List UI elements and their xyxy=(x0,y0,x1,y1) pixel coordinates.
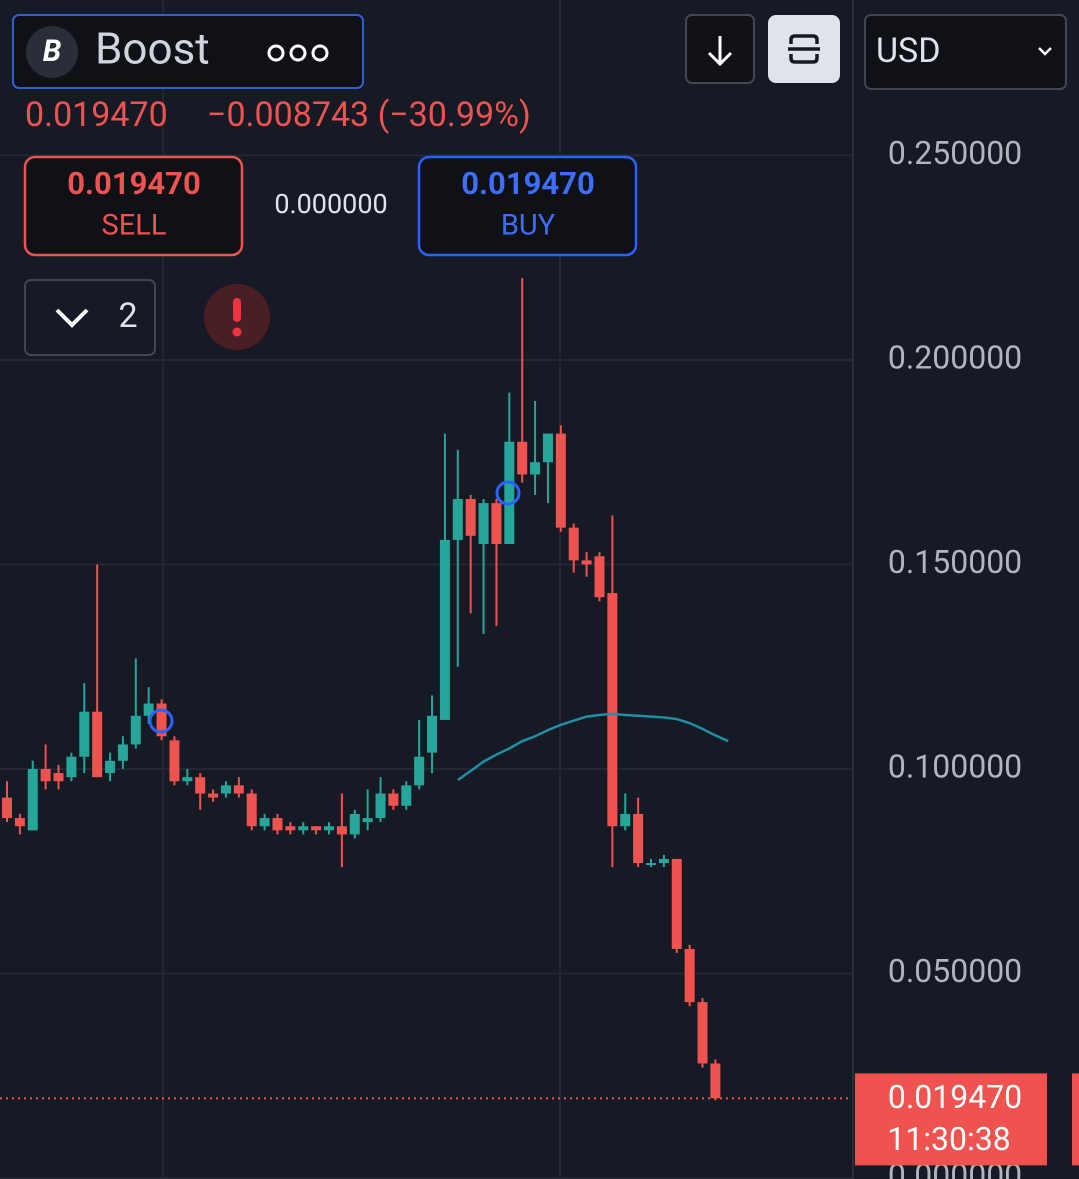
candle-body xyxy=(530,462,541,475)
last-price-tag xyxy=(855,1073,1047,1166)
y-tick-label: 0.100000 xyxy=(888,747,1022,785)
warning-mark xyxy=(233,298,241,322)
price-change: −0.008743 (−30.99%) xyxy=(207,95,531,135)
candle-body xyxy=(607,593,618,827)
buy-label: BUY xyxy=(501,209,556,243)
candle-body xyxy=(79,711,90,757)
logo xyxy=(26,26,78,78)
y-tick-label: 0.200000 xyxy=(888,338,1022,376)
candle-body xyxy=(220,785,231,794)
candle-body xyxy=(143,703,154,716)
candle-body xyxy=(697,1002,708,1064)
last-price-label: 0.019470 xyxy=(888,1078,1022,1116)
moving-average xyxy=(457,712,729,782)
sell-button[interactable] xyxy=(23,155,244,257)
candle-body xyxy=(156,703,167,737)
y-tick-label: 0.150000 xyxy=(888,543,1022,581)
candle-body xyxy=(452,499,463,540)
candle-body xyxy=(658,858,669,864)
candle-body xyxy=(349,813,360,835)
candle-body xyxy=(311,826,322,831)
candle-body xyxy=(27,768,38,831)
candle-body xyxy=(233,785,244,794)
spread: 0.000000 xyxy=(274,188,387,220)
candle-body xyxy=(710,1063,721,1099)
last-price: 0.019470 xyxy=(25,95,168,135)
candle-body xyxy=(439,539,450,720)
candle-body xyxy=(362,818,373,823)
candle-body xyxy=(336,826,347,835)
candle-body xyxy=(92,711,103,778)
candle-body xyxy=(633,813,644,864)
candle-body xyxy=(66,756,77,778)
y-tick-label: 0.050000 xyxy=(888,952,1022,990)
candle-body xyxy=(195,777,206,794)
candle-body xyxy=(105,760,116,774)
currency-select[interactable] xyxy=(864,14,1067,90)
trade-marker xyxy=(495,480,521,506)
candle-body xyxy=(671,858,682,949)
indicators-toggle[interactable] xyxy=(24,279,156,356)
candle-body xyxy=(169,740,180,782)
candle-body xyxy=(53,773,64,782)
price-axis: 0.0000000.0500000.1000000.1500000.200000… xyxy=(888,134,1022,1179)
candle-body xyxy=(594,556,605,598)
candle-body xyxy=(182,777,193,782)
candle-body xyxy=(542,433,553,463)
more-button[interactable] xyxy=(267,44,329,62)
logo-letter: B xyxy=(43,34,62,69)
candle-body xyxy=(568,527,579,561)
candle-body xyxy=(684,948,695,1003)
candle-body xyxy=(504,441,515,545)
symbol-box[interactable] xyxy=(12,14,364,89)
candle-body xyxy=(259,818,270,827)
download-icon xyxy=(707,36,733,67)
candle-body xyxy=(491,503,502,545)
currency: USD xyxy=(876,31,941,71)
candle-body xyxy=(298,826,309,831)
candle-body xyxy=(285,826,296,831)
candle-body xyxy=(478,503,489,545)
candle-body xyxy=(427,715,438,753)
candle-body xyxy=(272,818,283,831)
candle-body xyxy=(620,813,631,827)
candle-body xyxy=(375,793,386,819)
countdown: 11:30:38 xyxy=(887,1120,1010,1158)
fullscreen-icon xyxy=(788,34,820,64)
sell-label: SELL xyxy=(102,209,167,243)
chevron-icon xyxy=(55,308,89,328)
select-chevron xyxy=(1038,47,1052,56)
plot xyxy=(0,278,853,1101)
candle-body xyxy=(555,433,566,528)
candle-body xyxy=(2,797,12,819)
candle-body xyxy=(414,756,425,786)
trade-marker xyxy=(148,708,174,734)
last-price-edge xyxy=(1072,1073,1079,1166)
candle-body xyxy=(465,499,476,536)
candle-body xyxy=(646,863,656,866)
candle-body xyxy=(117,744,128,761)
candle-body xyxy=(581,560,592,565)
candle-body xyxy=(246,793,257,827)
candle-body xyxy=(388,793,399,806)
candle-body xyxy=(401,785,412,806)
candle-body xyxy=(208,793,219,798)
candle-body xyxy=(40,768,51,782)
sell-price: 0.019470 xyxy=(67,165,201,202)
buy-button[interactable] xyxy=(417,155,638,257)
y-tick-label: 0.250000 xyxy=(888,134,1022,172)
symbol-name: Boost xyxy=(95,23,210,75)
candle-body xyxy=(324,826,334,831)
candle-body xyxy=(130,715,141,745)
warning-dot xyxy=(232,327,242,337)
candle-body xyxy=(14,818,25,827)
buy-price: 0.019470 xyxy=(461,165,595,202)
candle-body xyxy=(517,441,528,475)
indicator-count: 2 xyxy=(118,296,137,336)
